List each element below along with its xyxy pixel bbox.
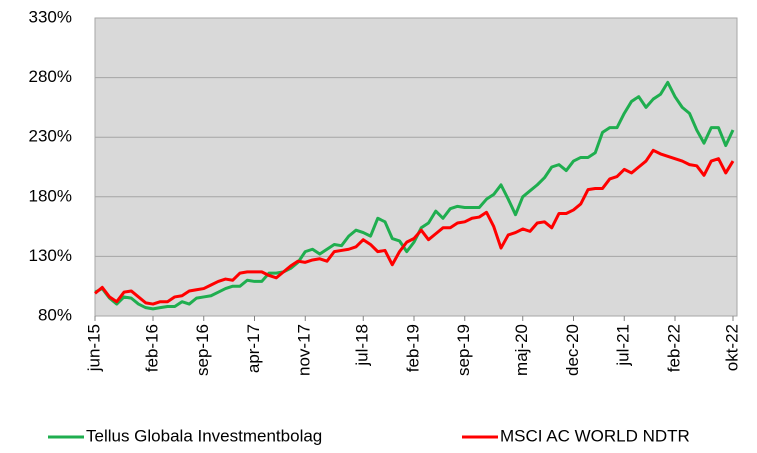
x-tick-label: jul-21 — [614, 324, 633, 367]
x-tick-label: sep-16 — [193, 324, 212, 376]
x-tick-label: jun-15 — [84, 324, 103, 372]
y-tick-label: 280% — [29, 67, 72, 86]
x-tick-label: okt-22 — [722, 324, 741, 371]
series-line — [94, 80, 735, 311]
y-tick-label: 330% — [29, 7, 72, 26]
y-tick-label: 130% — [29, 246, 72, 265]
y-tick-label: 230% — [29, 127, 72, 146]
x-tick-label: feb-19 — [403, 324, 422, 372]
x-tick-label: dec-20 — [563, 324, 582, 376]
x-tick-label: jul-18 — [353, 324, 372, 367]
plot-area — [94, 17, 738, 317]
x-tick-label: feb-22 — [664, 324, 683, 372]
y-tick-label: 80% — [38, 305, 72, 324]
series-line — [94, 148, 735, 306]
x-tick-label: nov-17 — [295, 324, 314, 376]
y-tick-label: 180% — [29, 186, 72, 205]
x-tick-label: feb-16 — [142, 324, 161, 372]
legend-label: MSCI AC WORLD NDTR — [500, 426, 690, 445]
x-tick-label: sep-19 — [454, 324, 473, 376]
x-tick-label: apr-17 — [244, 324, 263, 373]
x-tick-label: maj-20 — [512, 324, 531, 376]
legend-label: Tellus Globala Investmentbolag — [86, 426, 322, 445]
